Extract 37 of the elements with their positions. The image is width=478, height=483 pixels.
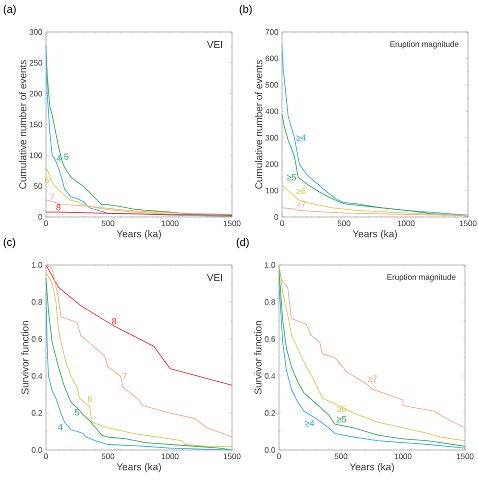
series-label: ≥7 [368, 376, 377, 382]
x-axis-title: Years (ka) [116, 463, 161, 472]
series-label: 5 [74, 409, 80, 416]
series-label: ≥4 [296, 134, 306, 141]
x-axis-title: Years (ka) [116, 230, 161, 240]
series-label: 5 [64, 154, 68, 160]
annotation: VEI [206, 274, 222, 281]
series-label: ≥6 [336, 405, 346, 412]
series-label: 8 [112, 318, 116, 324]
series-label: 7 [122, 372, 127, 380]
y-axis-title: Survivor function [254, 321, 262, 394]
chart-title: (c) [4, 238, 16, 248]
series-label: 6 [88, 396, 92, 402]
annotation: VEI [206, 41, 222, 48]
series-label: 8 [56, 204, 60, 210]
series-label: 6 [44, 176, 49, 184]
y-axis-title: Cumulative number of events [19, 60, 26, 189]
series-label: 4 [56, 155, 62, 162]
chart-title: (a) [4, 4, 16, 16]
series-label: ≥6 [296, 188, 306, 194]
line-series [282, 184, 468, 216]
y-axis-title: Survivor function [21, 321, 29, 394]
x-axis-title: Years (ka) [350, 463, 394, 472]
series-label: 4 [58, 424, 63, 430]
series-label: ≥5 [286, 174, 296, 180]
x-axis-title: Years (ka) [352, 230, 397, 240]
line-series [46, 264, 232, 386]
chart-title: (d) [236, 238, 249, 248]
line-series [282, 207, 468, 216]
chart-title: (b) [240, 4, 252, 16]
y-axis-title: Cumulative number of events [255, 60, 262, 189]
series-label: ≥7 [296, 201, 306, 208]
line-series [282, 114, 468, 216]
line-series [46, 199, 232, 215]
series-label: ≥4 [304, 420, 314, 426]
series-label: 7 [50, 194, 54, 200]
series-label: ≥5 [336, 416, 346, 422]
